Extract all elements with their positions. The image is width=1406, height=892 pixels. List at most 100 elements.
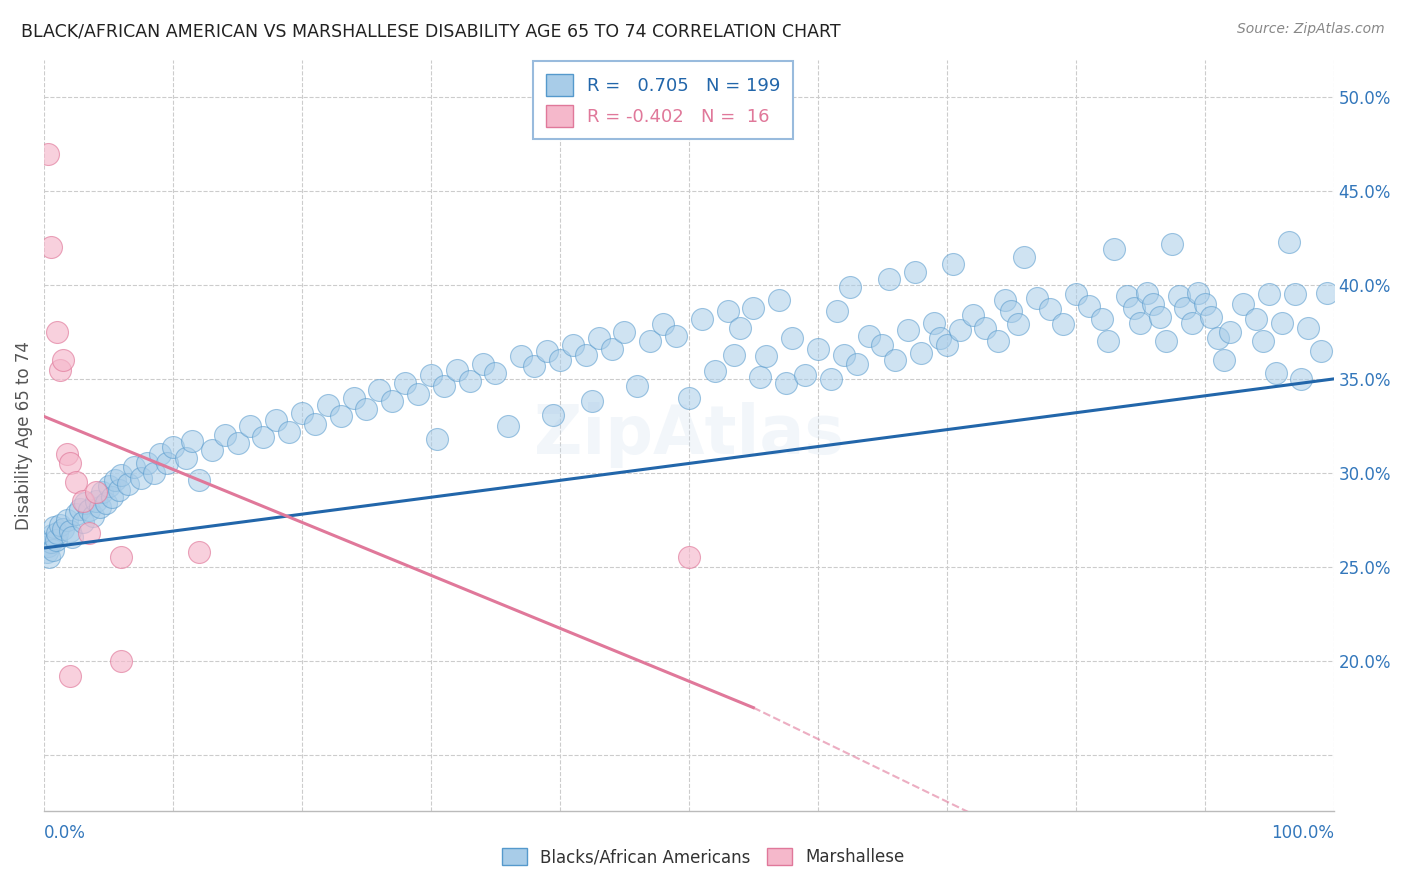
Point bbox=[1246, 311, 1268, 326]
Point bbox=[329, 409, 352, 424]
Point bbox=[793, 368, 815, 383]
Point bbox=[652, 318, 675, 332]
Point bbox=[884, 353, 907, 368]
Point bbox=[56, 513, 79, 527]
Text: ZipAtlas: ZipAtlas bbox=[534, 402, 844, 468]
Point bbox=[34, 537, 56, 551]
Point bbox=[845, 357, 868, 371]
Point bbox=[1174, 301, 1197, 315]
Point bbox=[84, 494, 107, 508]
Text: Source: ZipAtlas.com: Source: ZipAtlas.com bbox=[1237, 22, 1385, 37]
Point bbox=[226, 435, 249, 450]
Point bbox=[72, 515, 94, 529]
Point bbox=[543, 408, 565, 422]
Point bbox=[858, 328, 880, 343]
Point bbox=[484, 366, 506, 380]
Point bbox=[381, 394, 404, 409]
Point bbox=[1122, 301, 1144, 315]
Point bbox=[1116, 289, 1139, 303]
Point bbox=[1232, 297, 1254, 311]
Point bbox=[214, 428, 236, 442]
Point bbox=[748, 370, 770, 384]
Point bbox=[1219, 325, 1241, 339]
Point bbox=[1258, 287, 1281, 301]
Point bbox=[1007, 318, 1029, 332]
Point bbox=[523, 359, 546, 373]
Point bbox=[1000, 304, 1022, 318]
Point bbox=[304, 417, 326, 431]
Point bbox=[35, 545, 58, 559]
Point bbox=[1284, 287, 1306, 301]
Point bbox=[136, 457, 159, 471]
Point bbox=[110, 654, 132, 668]
Point bbox=[291, 406, 314, 420]
Point bbox=[1090, 311, 1112, 326]
Point bbox=[1026, 291, 1049, 305]
Point bbox=[94, 496, 117, 510]
Point bbox=[1077, 299, 1099, 313]
Point bbox=[77, 503, 100, 517]
Point bbox=[38, 550, 60, 565]
Point bbox=[1012, 250, 1035, 264]
Point bbox=[613, 325, 636, 339]
Point bbox=[72, 494, 94, 508]
Point bbox=[278, 425, 301, 439]
Point bbox=[839, 280, 862, 294]
Point bbox=[446, 362, 468, 376]
Point bbox=[1129, 316, 1152, 330]
Y-axis label: Disability Age 65 to 74: Disability Age 65 to 74 bbox=[15, 341, 32, 530]
Point bbox=[368, 383, 391, 397]
Point bbox=[69, 501, 91, 516]
Point bbox=[65, 507, 87, 521]
Point bbox=[897, 323, 920, 337]
Point bbox=[471, 357, 494, 371]
Point bbox=[877, 272, 900, 286]
Point bbox=[780, 330, 803, 344]
Point bbox=[1199, 310, 1222, 324]
Point bbox=[498, 418, 520, 433]
Point bbox=[110, 550, 132, 565]
Point bbox=[935, 338, 957, 352]
Point bbox=[89, 500, 111, 514]
Point bbox=[678, 391, 700, 405]
Point bbox=[832, 347, 855, 361]
Point bbox=[1154, 334, 1177, 349]
Point bbox=[1104, 243, 1126, 257]
Point bbox=[156, 457, 179, 471]
Text: 0.0%: 0.0% bbox=[44, 824, 86, 842]
Point bbox=[316, 398, 339, 412]
Point bbox=[252, 430, 274, 444]
Point bbox=[548, 353, 571, 368]
Point bbox=[1213, 353, 1236, 368]
Point bbox=[84, 484, 107, 499]
Point bbox=[56, 447, 79, 461]
Point bbox=[903, 265, 925, 279]
Point bbox=[101, 490, 124, 504]
Point bbox=[638, 334, 661, 349]
Point bbox=[356, 401, 378, 416]
Point bbox=[1296, 321, 1319, 335]
Point bbox=[942, 257, 965, 271]
Point bbox=[46, 525, 69, 540]
Point bbox=[52, 522, 75, 536]
Point bbox=[1064, 287, 1087, 301]
Point bbox=[1187, 285, 1209, 300]
Point bbox=[1142, 297, 1164, 311]
Point bbox=[162, 440, 184, 454]
Point bbox=[665, 328, 688, 343]
Point bbox=[59, 457, 82, 471]
Point bbox=[187, 474, 209, 488]
Point bbox=[825, 304, 848, 318]
Point bbox=[987, 334, 1010, 349]
Point bbox=[561, 338, 583, 352]
Point bbox=[124, 460, 146, 475]
Point bbox=[588, 330, 610, 344]
Point bbox=[201, 443, 224, 458]
Point bbox=[433, 379, 456, 393]
Point bbox=[420, 368, 443, 383]
Point bbox=[91, 484, 114, 499]
Point bbox=[962, 308, 984, 322]
Point bbox=[77, 525, 100, 540]
Point bbox=[1149, 310, 1171, 324]
Point bbox=[678, 550, 700, 565]
